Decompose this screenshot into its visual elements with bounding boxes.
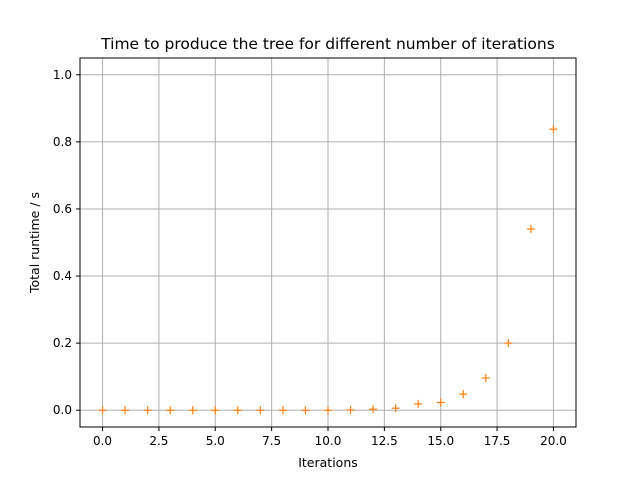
x-tick-label: 2.5 <box>149 434 168 448</box>
chart-title: Time to produce the tree for different n… <box>100 35 555 53</box>
y-tick-label: 0.4 <box>53 269 72 283</box>
data-point <box>166 406 175 415</box>
data-point <box>188 406 197 415</box>
x-tick-label: 12.5 <box>371 434 398 448</box>
y-tick-label: 0.2 <box>53 336 72 350</box>
y-tick-label: 0.6 <box>53 202 72 216</box>
x-axis-label: Iterations <box>298 455 358 470</box>
data-point <box>369 405 378 414</box>
data-point <box>459 390 468 399</box>
data-point <box>436 398 445 407</box>
data-point <box>256 406 265 415</box>
x-tick-label: 15.0 <box>427 434 454 448</box>
x-tick-label: 0.0 <box>93 434 112 448</box>
data-point <box>504 339 513 348</box>
data-point <box>121 406 130 415</box>
data-point <box>98 406 107 415</box>
data-point <box>549 125 558 134</box>
data-point <box>143 406 152 415</box>
data-point <box>526 225 535 234</box>
x-tick-label: 10.0 <box>315 434 342 448</box>
data-point <box>233 406 242 415</box>
grid-layer <box>80 58 576 427</box>
data-point <box>414 399 423 408</box>
data-point <box>481 374 490 383</box>
y-tick-label: 1.0 <box>53 68 72 82</box>
x-tick-label: 20.0 <box>540 434 567 448</box>
x-tick-label: 7.5 <box>262 434 281 448</box>
y-tick-label: 0.8 <box>53 135 72 149</box>
data-point <box>211 406 220 415</box>
data-point <box>346 405 355 414</box>
data-point <box>324 406 332 415</box>
data-point <box>278 406 287 415</box>
points-layer <box>98 125 558 415</box>
data-point <box>391 404 400 413</box>
x-tick-label: 5.0 <box>206 434 225 448</box>
data-point <box>301 406 310 415</box>
x-tick-label: 17.5 <box>484 434 511 448</box>
y-axis-label: Total runtime / s <box>27 192 42 294</box>
tick-layer: 0.0 2.5 5.0 7.5 10.0 12.5 15.0 17.5 20.0 0.0 0.2 0.… <box>53 68 567 448</box>
y-tick-label: 0.0 <box>53 403 72 417</box>
